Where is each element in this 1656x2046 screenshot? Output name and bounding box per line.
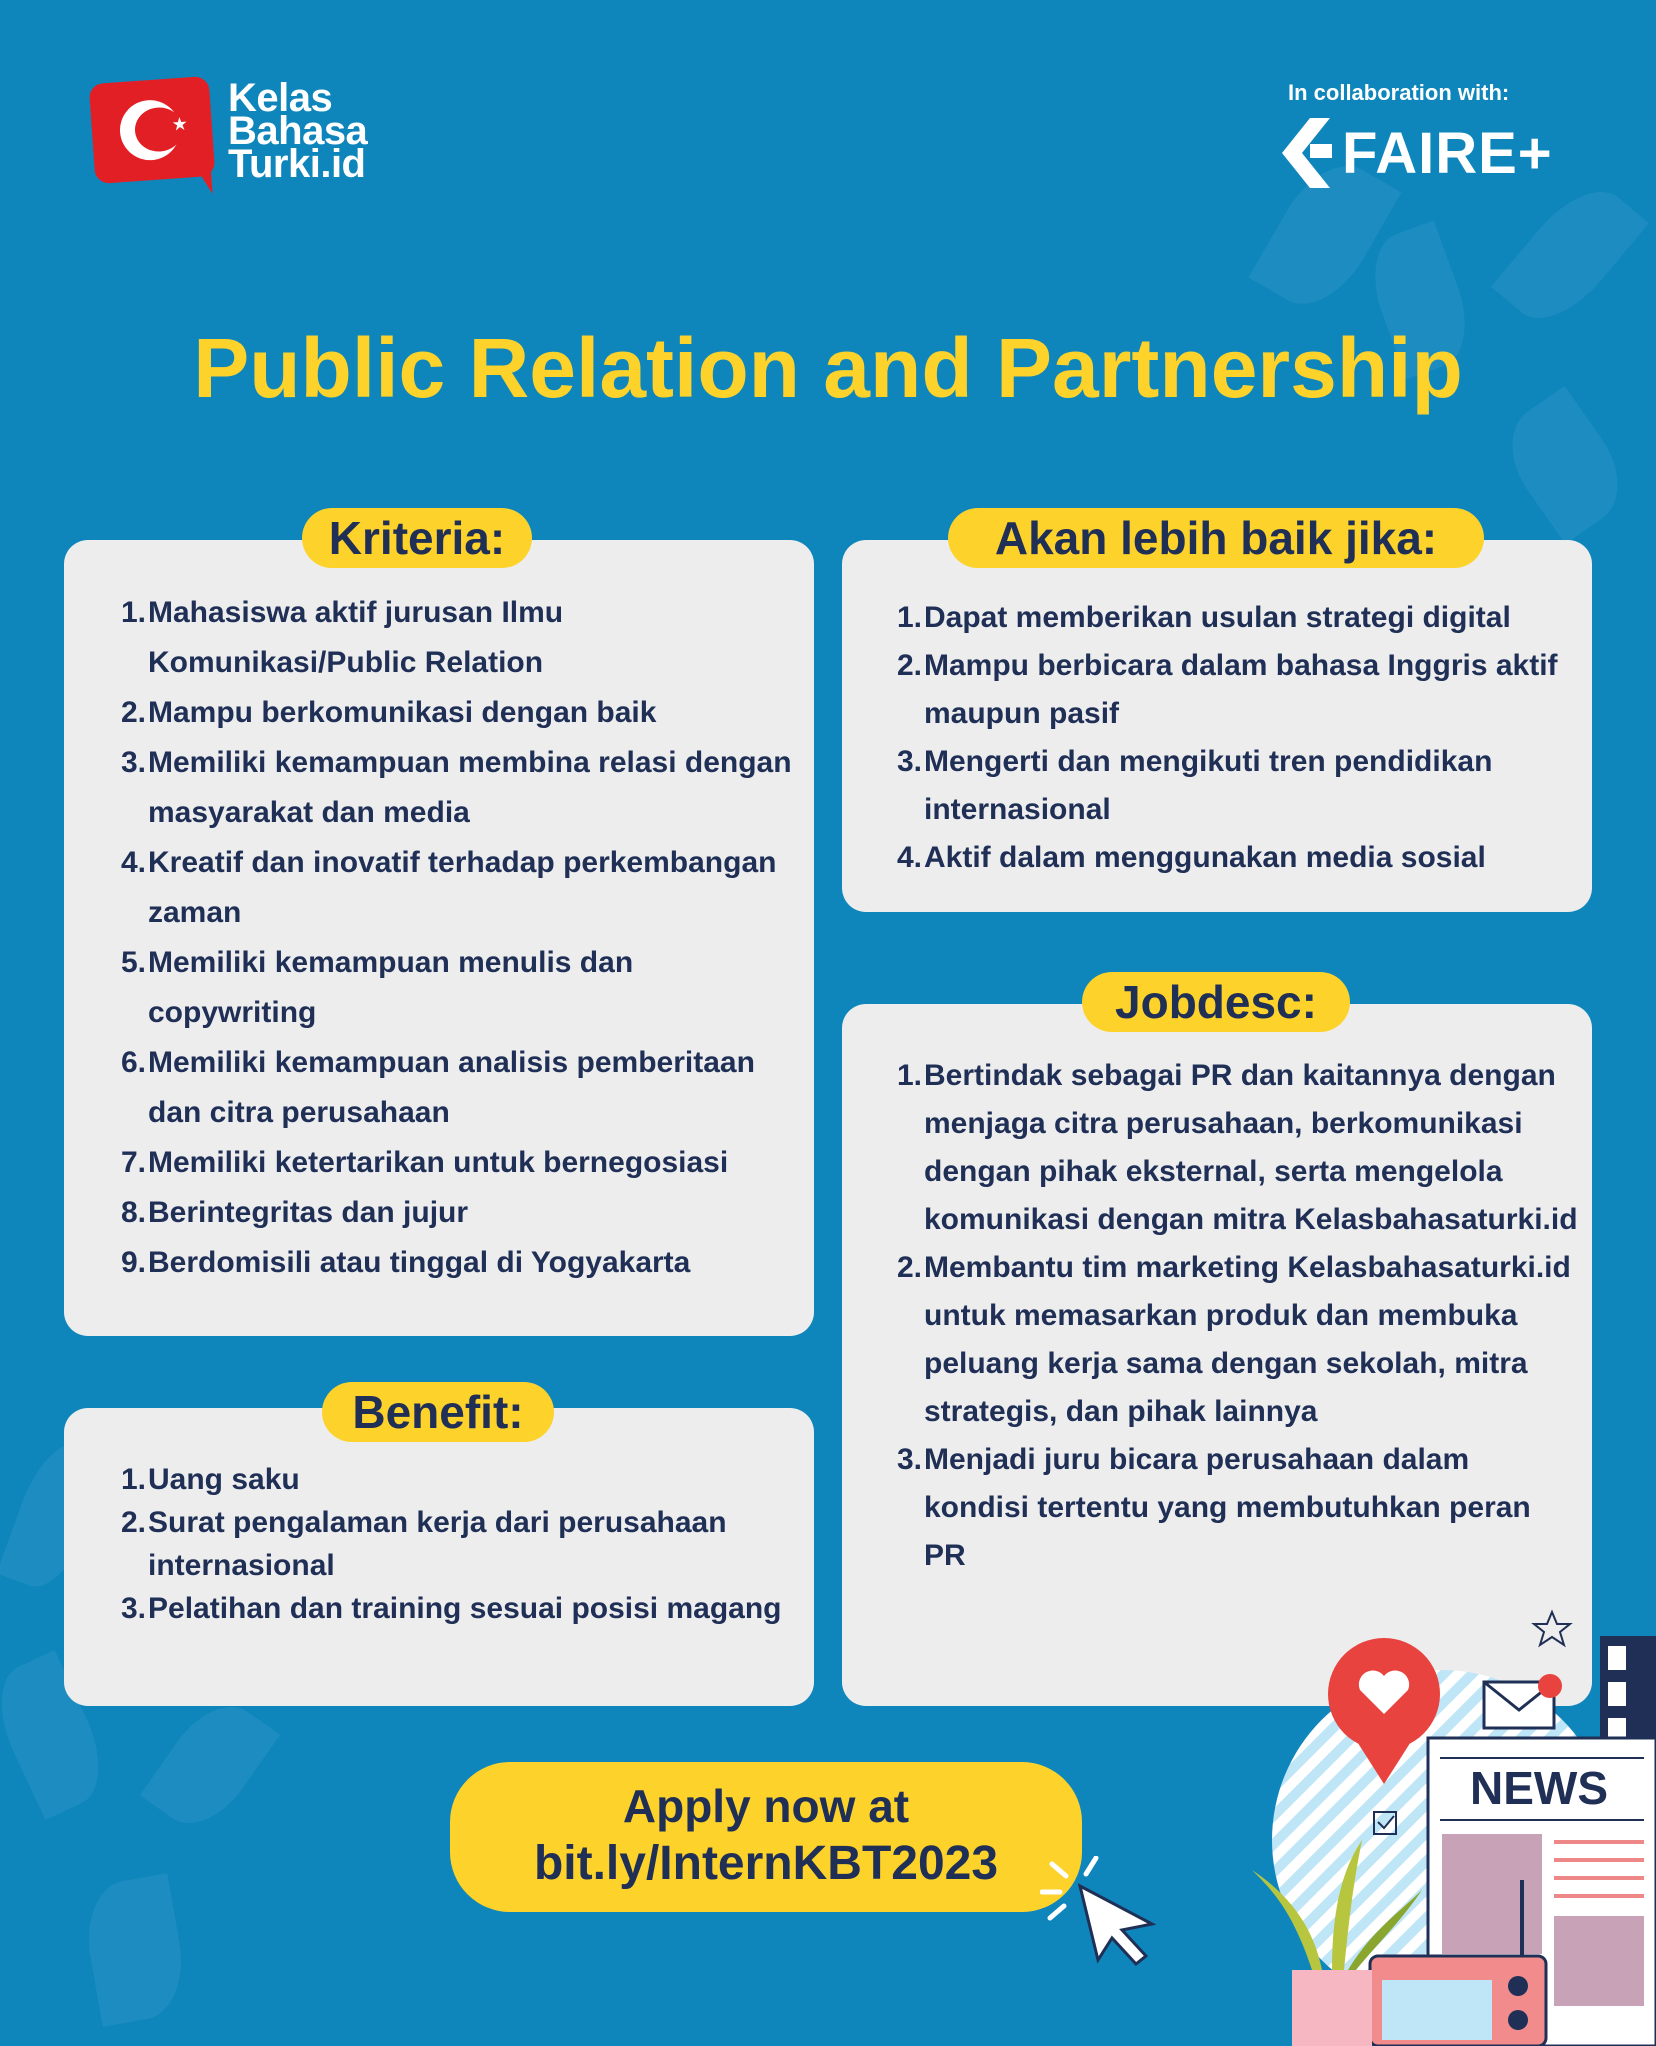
faire-chevron-icon [1282, 118, 1332, 188]
kriteria-heading: Kriteria: [302, 508, 532, 568]
list-item: 4. Aktif dalam menggunakan media sosial [896, 841, 1486, 874]
collab-label: In collaboration with: [1288, 80, 1510, 105]
star-icon: ★ [170, 113, 189, 136]
akan-heading: Akan lebih baik jika: [948, 508, 1484, 568]
jobdesc-card [842, 1004, 1592, 1706]
list-item: 4. Kreatif dan inovatif terhadap perkemba… [120, 846, 777, 929]
cursor-click-icon [1040, 1856, 1157, 1966]
list-item: 3. Mengerti dan mengikuti tren pendidikan… [896, 745, 1493, 826]
news-illustration: NEWS [1252, 1609, 1656, 2046]
list-item: 2. Membantu tim marketing Kelasbahasaturk… [896, 1251, 1571, 1428]
jobdesc-heading: Jobdesc: [1082, 972, 1350, 1032]
partner-name: FAIRE+ [1342, 120, 1553, 186]
benefit-list: 1. Uang saku 2. Surat pengalaman kerja dar… [112, 1458, 802, 1630]
background-leaf [1491, 171, 1649, 339]
faire-logo: FAIRE+ [1280, 118, 1553, 188]
kriteria-card [64, 540, 814, 1336]
apply-label: Apply now at [622, 1780, 910, 1832]
list-item: 1. Mahasiswa aktif jurusan Ilmu Komunikas… [120, 596, 564, 679]
list-item: 7. Memiliki ketertarikan untuk bernegosia… [120, 1146, 729, 1179]
kelas-bahasa-turki-logo: ★ [88, 75, 216, 195]
apply-now-button[interactable]: Apply now at bit.ly/InternKBT2023 [450, 1762, 1082, 1912]
logo-line: Turki.id [228, 142, 366, 186]
benefit-heading: Benefit: [322, 1382, 554, 1442]
logo-text: Kelas Bahasa Turki.id [228, 76, 368, 186]
background-leaf [139, 1688, 281, 1842]
benefit-card [64, 1408, 814, 1706]
list-item: 1. Dapat memberikan usulan strategi digit… [896, 601, 1511, 634]
logo-line: Kelas [228, 76, 333, 120]
list-item: 2. Mampu berkomunikasi dengan baik [120, 696, 657, 729]
page-title: Public Relation and Partnership [193, 321, 1463, 415]
akan-card [842, 540, 1592, 912]
list-item: 3. Menjadi juru bicara perusahaan dalam k… [896, 1443, 1531, 1572]
list-item: 9. Berdomisili atau tinggal di Yogyakarta [120, 1246, 691, 1279]
list-item: 6. Memiliki kemampuan analisis pemberitaa… [120, 1046, 755, 1129]
list-item: 1. Bertindak sebagai PR dan kaitannya den… [896, 1059, 1578, 1236]
kriteria-list: 1. Mahasiswa aktif jurusan Ilmu Komunikas… [112, 588, 802, 1288]
list-item: 2. Mampu berbicara dalam bahasa Inggris a… [896, 649, 1558, 730]
news-label: NEWS [1470, 1762, 1608, 1814]
jobdesc-list: 1. Bertindak sebagai PR dan kaitannya den… [888, 1052, 1578, 1580]
akan-list: 1. Dapat memberikan usulan strategi digit… [888, 594, 1578, 882]
logo-line: Bahasa [228, 109, 368, 153]
apply-link[interactable]: bit.ly/InternKBT2023 [533, 1837, 999, 1890]
list-item: 5. Memiliki kemampuan menulis dan copywri… [120, 946, 634, 1029]
background-leaf [78, 1873, 192, 2027]
list-item: 8. Berintegritas dan jujur [120, 1196, 469, 1229]
list-item: 3. Pelatihan dan training sesuai posisi m… [120, 1592, 782, 1625]
list-item: 3. Memiliki kemampuan membina relasi deng… [120, 746, 792, 829]
list-item: 2. Surat pengalaman kerja dari perusahaan… [120, 1506, 727, 1582]
list-item: 1. Uang saku [120, 1463, 300, 1496]
